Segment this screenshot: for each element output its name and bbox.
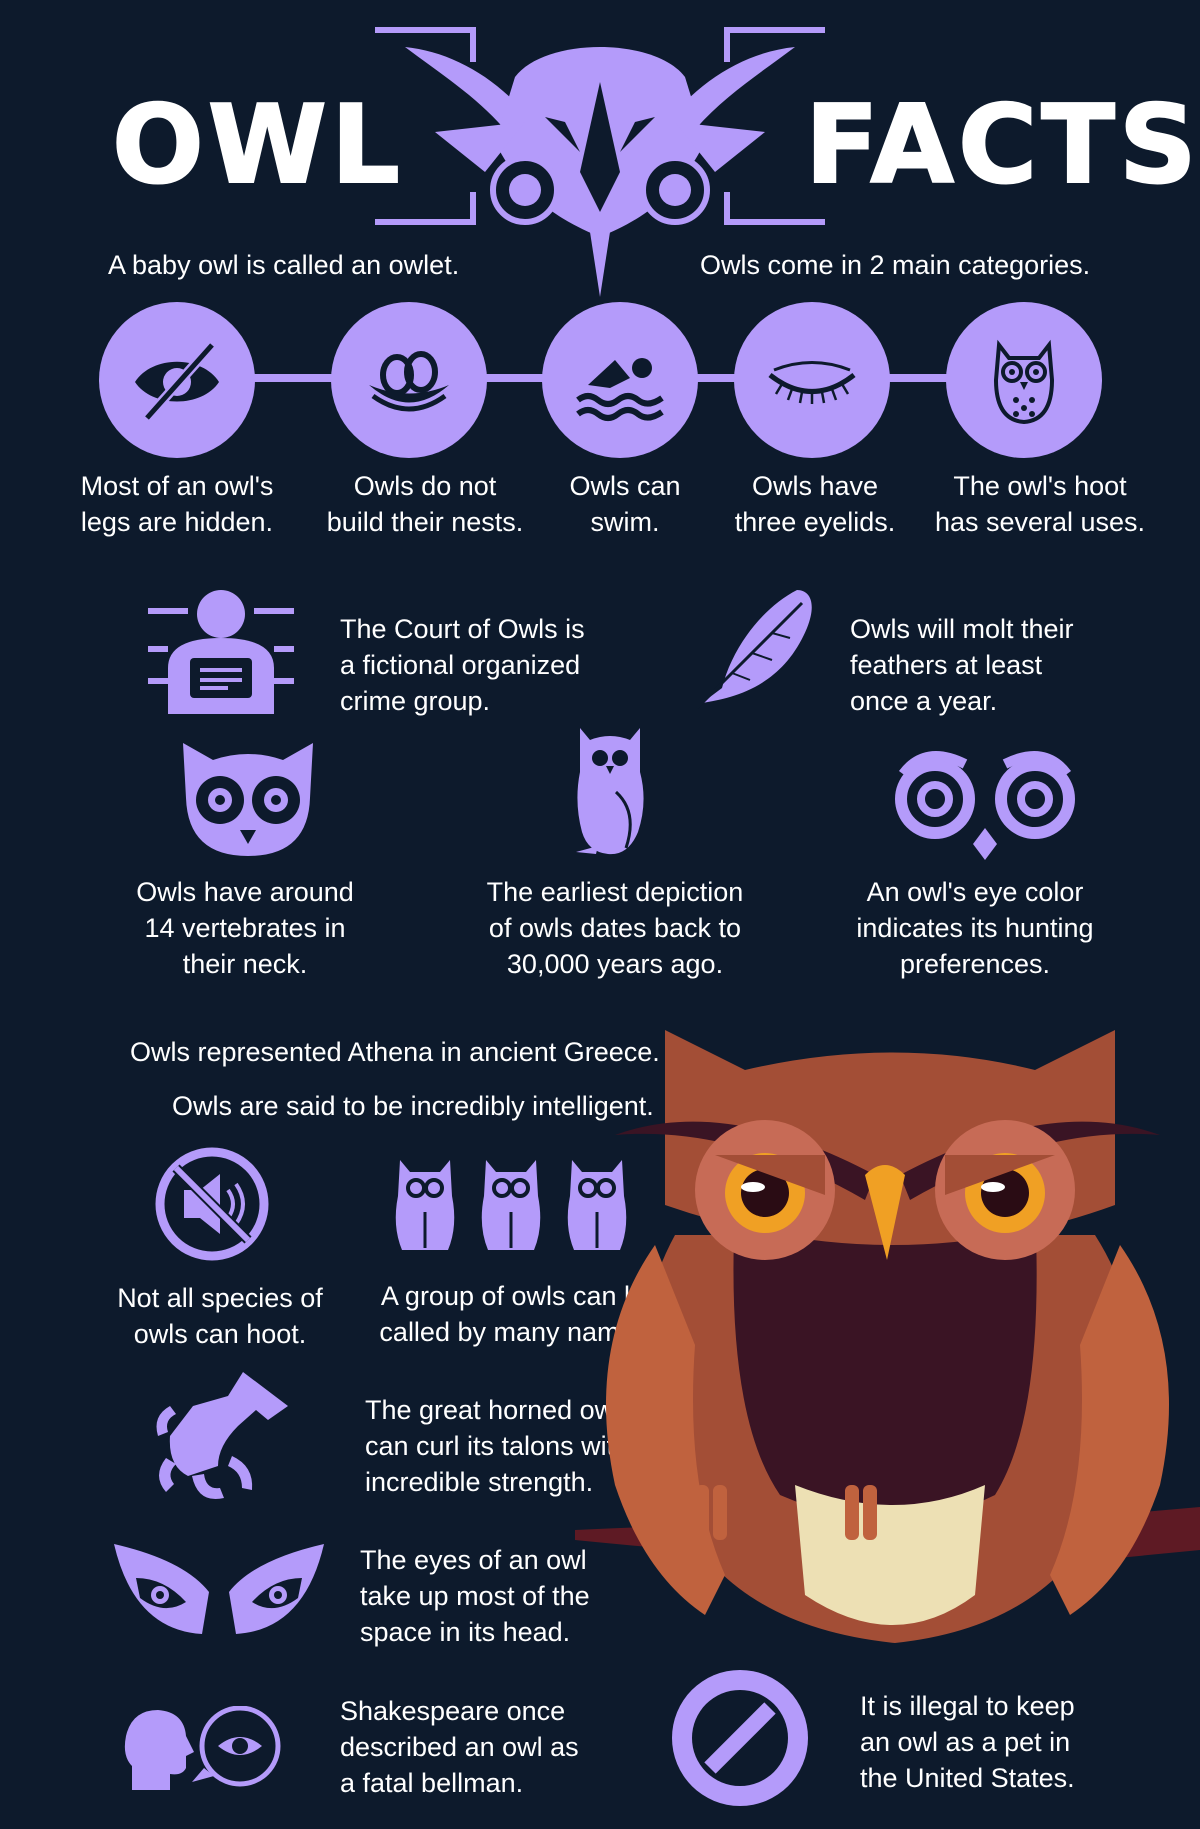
fact-vertebrates: Owls have around 14 vertebrates in their… (136, 877, 354, 979)
title-owl: OWL (111, 83, 404, 208)
fact-categories: Owls come in 2 main categories. (700, 250, 1091, 280)
circle-hoot-uses (946, 302, 1102, 458)
prisoner-mugshot-icon (148, 590, 294, 714)
head-speech-eye-icon (124, 1706, 281, 1790)
circle-legs-hidden (99, 302, 255, 458)
caption-hoot-uses: The owl's hoot has several uses. (934, 471, 1146, 537)
eye-slash-icon (135, 341, 219, 422)
nest-eggs-icon (369, 351, 449, 412)
caption-swim: Owls can swim. (569, 471, 681, 537)
fact-illegal: It is illegal to keep an owl as a pet in… (860, 1691, 1075, 1793)
circle-three-eyelids (734, 302, 890, 458)
prohibited-icon (672, 1670, 808, 1806)
fact-molt: Owls will molt their feathers at least o… (850, 614, 1074, 716)
fact-hoot: Not all species of owls can hoot. (117, 1283, 323, 1349)
title-facts: FACTS (804, 83, 1200, 208)
fact-shakespeare: Shakespeare once described an owl as a f… (340, 1696, 579, 1798)
caption-three-eyelids: Owls have three eyelids. (734, 471, 896, 537)
owl-face-icon (183, 743, 313, 856)
caption-no-nests: Owls do not build their nests. (326, 471, 524, 537)
fact-eyes-space: The eyes of an owl take up most of the s… (360, 1545, 590, 1647)
closed-eye-icon (768, 361, 856, 404)
fact-eye-color: An owl's eye color indicates its hunting… (856, 877, 1094, 979)
circle-swim (542, 302, 698, 458)
owl-eyes-angry-icon (114, 1544, 324, 1634)
owl-eyes-icon (895, 751, 1075, 860)
talon-icon (156, 1372, 288, 1500)
fact-depiction: The earliest depiction of owls dates bac… (486, 877, 744, 979)
fact-court: The Court of Owls is a fictional organiz… (340, 614, 585, 716)
three-owls-icon (395, 1160, 627, 1250)
swimmer-icon (576, 358, 664, 421)
standing-owl-icon (576, 728, 644, 855)
owl-silhouette-icon (375, 27, 825, 297)
fact-intelligent: Owls are said to be incredibly intellige… (172, 1091, 654, 1121)
fact-owlet: A baby owl is called an owlet. (108, 250, 460, 280)
muted-speaker-icon (155, 1147, 269, 1261)
circle-no-nests (331, 302, 487, 458)
owl-outline-icon (993, 339, 1055, 425)
brown-owl-illustration (575, 1030, 1200, 1643)
feather-icon (695, 590, 812, 710)
caption-legs-hidden: Most of an owl's legs are hidden. (80, 471, 274, 537)
fact-athena: Owls represented Athena in ancient Greec… (130, 1037, 660, 1067)
fact-talons: The great horned owl can curl its talons… (365, 1395, 630, 1497)
